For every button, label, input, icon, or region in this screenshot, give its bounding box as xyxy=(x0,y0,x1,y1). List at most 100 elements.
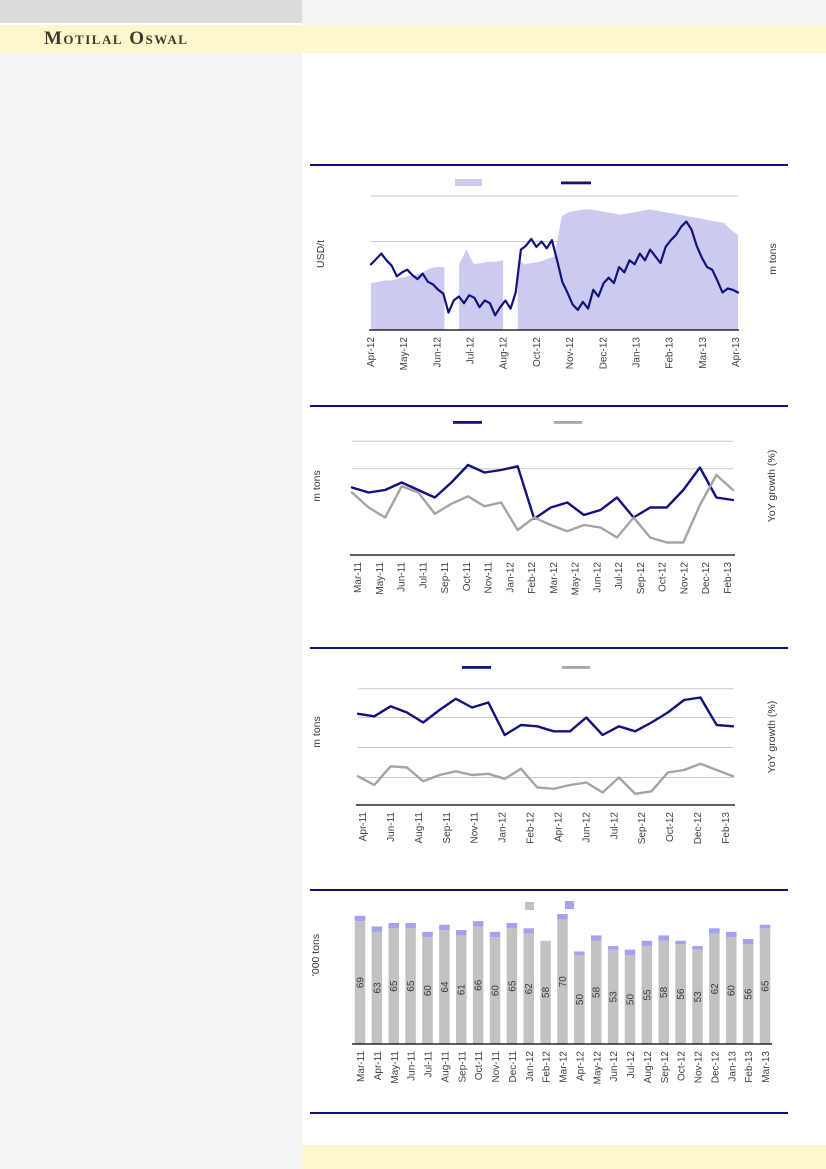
bar-purple-cap xyxy=(489,931,501,938)
x-tick-label: Mar-13 xyxy=(698,337,709,369)
axis-title-usd-per-ton: USD/t xyxy=(315,240,327,269)
bar-gray-segment xyxy=(607,949,619,1044)
bar-gray-segment xyxy=(692,949,703,1044)
bar-value-label: 65 xyxy=(389,980,400,992)
legend-navy-line-swatch xyxy=(453,421,482,424)
bar-purple-cap xyxy=(675,940,686,945)
bar-gray-segment xyxy=(456,935,467,1044)
footer-band xyxy=(302,1145,826,1169)
x-tick-label: Mar-12 xyxy=(549,562,560,594)
bar-purple-cap xyxy=(422,931,433,938)
bar-value-label: 61 xyxy=(457,984,468,996)
bar-value-label: 58 xyxy=(541,986,552,998)
bar-value-label: 56 xyxy=(676,988,687,1000)
x-tick-label: Apr-13 xyxy=(731,337,742,367)
bar-purple-cap xyxy=(506,922,518,929)
bar-value-label: 66 xyxy=(474,979,485,991)
section-divider xyxy=(310,405,788,407)
bar-value-label: 62 xyxy=(524,983,535,995)
bar-value-label: 55 xyxy=(642,989,653,1001)
line-series-price xyxy=(369,220,740,317)
x-tick-label: Oct-12 xyxy=(658,562,669,592)
x-tick-label: Sep-11 xyxy=(440,562,451,594)
bar-gray-segment xyxy=(540,940,551,1044)
bar-value-label: 64 xyxy=(440,981,451,993)
bar-gray-segment xyxy=(506,928,518,1044)
bar-gray-segment xyxy=(574,955,585,1044)
bar-gray-segment xyxy=(591,940,602,1044)
x-tick-label: Jun-12 xyxy=(592,562,603,593)
bar-value-label: 60 xyxy=(727,985,738,997)
bar-purple-cap xyxy=(439,924,450,931)
bar-gray-segment xyxy=(439,930,450,1044)
axis-title-m-tons-right: m tons xyxy=(767,243,779,275)
x-tick-label: Aug-12 xyxy=(643,1051,654,1084)
x-tick-label: Jan-12 xyxy=(525,1051,536,1082)
bar-gray-segment xyxy=(371,931,383,1044)
bar-value-label: 63 xyxy=(372,982,383,994)
x-tick-label: Sep-12 xyxy=(637,812,648,845)
bar-gray-segment xyxy=(742,944,754,1044)
chart-yoy-line-2: Apr-11 Jun-11 Aug-11 Sep-11 Nov-11 Jan-12 Feb-… xyxy=(356,666,735,845)
bar-purple-cap xyxy=(371,926,383,932)
chart-monthly-bars: 69 63 65 65 60 64 61 66 60 65 62 58 70 50 58 53 50 55 58 56… xyxy=(352,901,772,1085)
x-tick-label: Oct-12 xyxy=(665,812,676,842)
x-tick-label: Dec-12 xyxy=(701,562,712,595)
bar-purple-cap xyxy=(472,921,484,927)
x-tick-label: Apr-12 xyxy=(553,812,564,842)
x-tick-label: Jul-12 xyxy=(626,1051,637,1079)
x-tick-label: May-11 xyxy=(375,562,386,595)
brand-logo-text: Motilal Oswal xyxy=(44,28,189,49)
legend-gray-square xyxy=(525,902,534,910)
bar-gray-segment xyxy=(472,926,484,1044)
bar-purple-cap xyxy=(523,928,534,934)
axis-title-thousand-tons: '000 tons xyxy=(310,933,322,977)
x-tick-label: Feb-12 xyxy=(542,1051,553,1083)
x-tick-label: Jun-12 xyxy=(432,337,443,368)
x-tick-label: Oct-11 xyxy=(462,562,473,592)
chart-price-volume-area: Apr-12 May-12 Jun-12 Jul-12 Aug-12 Oct-12 Nov-… xyxy=(366,179,742,371)
x-tick-label: Aug-11 xyxy=(440,1051,451,1083)
gray-line-series xyxy=(356,762,735,796)
gray-line-series xyxy=(350,473,735,544)
x-tick-label: Jul-12 xyxy=(466,337,477,365)
left-margin-column xyxy=(0,53,302,1169)
x-tick-label: Jun-12 xyxy=(581,812,592,843)
bar-value-label: 65 xyxy=(406,980,417,992)
x-tick-label: May-12 xyxy=(399,337,410,371)
bar-value-label: 69 xyxy=(356,977,367,989)
bar-value-label: 50 xyxy=(626,994,637,1006)
x-tick-label: Nov-11 xyxy=(484,562,495,594)
bar-purple-cap xyxy=(405,922,416,929)
bar-purple-cap xyxy=(388,922,399,929)
x-tick-label: Sep-11 xyxy=(442,812,453,844)
x-tick-label: Jan-12 xyxy=(505,562,516,593)
x-tick-label: Jul-11 xyxy=(418,562,429,589)
bar-value-label: 65 xyxy=(761,980,772,992)
legend-area-swatch xyxy=(455,179,482,186)
x-tick-label: Mar-11 xyxy=(356,1051,367,1082)
x-tick-label: Jun-11 xyxy=(386,812,397,842)
legend-gray-line-swatch xyxy=(562,666,590,669)
x-tick-label: Feb-13 xyxy=(723,562,734,594)
bar-value-label: 56 xyxy=(744,988,755,1000)
bar-purple-cap xyxy=(354,915,366,922)
x-tick-label: Sep-11 xyxy=(457,1051,468,1083)
bar-gray-segment xyxy=(658,940,669,1044)
x-tick-label: Oct-12 xyxy=(532,337,543,367)
x-tick-label: Feb-13 xyxy=(665,337,676,369)
section-divider xyxy=(310,1112,788,1114)
x-tick-label: Feb-13 xyxy=(721,812,732,844)
x-tick-label: Aug-12 xyxy=(499,337,510,370)
x-tick-label: Apr-11 xyxy=(373,1051,384,1081)
bar-purple-cap xyxy=(624,949,636,955)
x-tick-label: Nov-12 xyxy=(565,337,576,370)
axis-title-yoy-growth: YoY growth (%) xyxy=(766,449,778,523)
bar-purple-cap xyxy=(456,930,467,936)
bar-purple-cap xyxy=(658,935,669,941)
x-tick-label: May-12 xyxy=(592,1051,603,1085)
section-divider xyxy=(310,164,788,166)
bar-gray-segment xyxy=(624,955,636,1044)
x-tick-label: Sep-12 xyxy=(636,562,647,595)
bar-purple-cap xyxy=(557,914,568,920)
